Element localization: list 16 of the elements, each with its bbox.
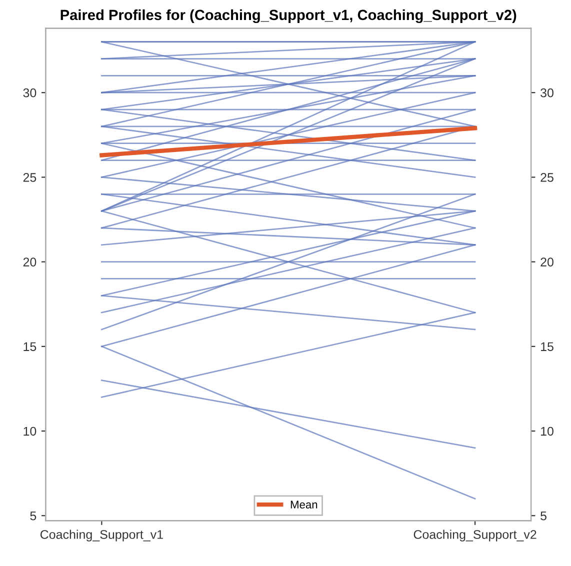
y-tick-label: 25 [23,173,36,182]
y2-tick-label: 25 [540,173,554,182]
y-tick-label: 20 [23,258,36,266]
x-tick-label: Coaching_Support_v2 [414,530,536,542]
chart-title: Paired Profiles for (Coaching_Support_v1, Coaching_Support_v2) [60,9,516,24]
y-tick-label: 30 [23,88,36,98]
y2-tick-label: 15 [541,342,554,352]
y-tick-label: 10 [24,426,36,436]
y-tick-label: 15 [24,342,36,352]
y2-tick-label: 20 [540,258,554,266]
y2-tick-label: 30 [540,88,554,98]
legend-label: Mean [290,500,318,509]
y2-tick-label: 5 [540,512,546,520]
y-tick-label: 5 [30,512,36,520]
x-tick-label: Coaching_Support_v1 [40,530,163,542]
y2-tick-label: 10 [541,426,554,436]
